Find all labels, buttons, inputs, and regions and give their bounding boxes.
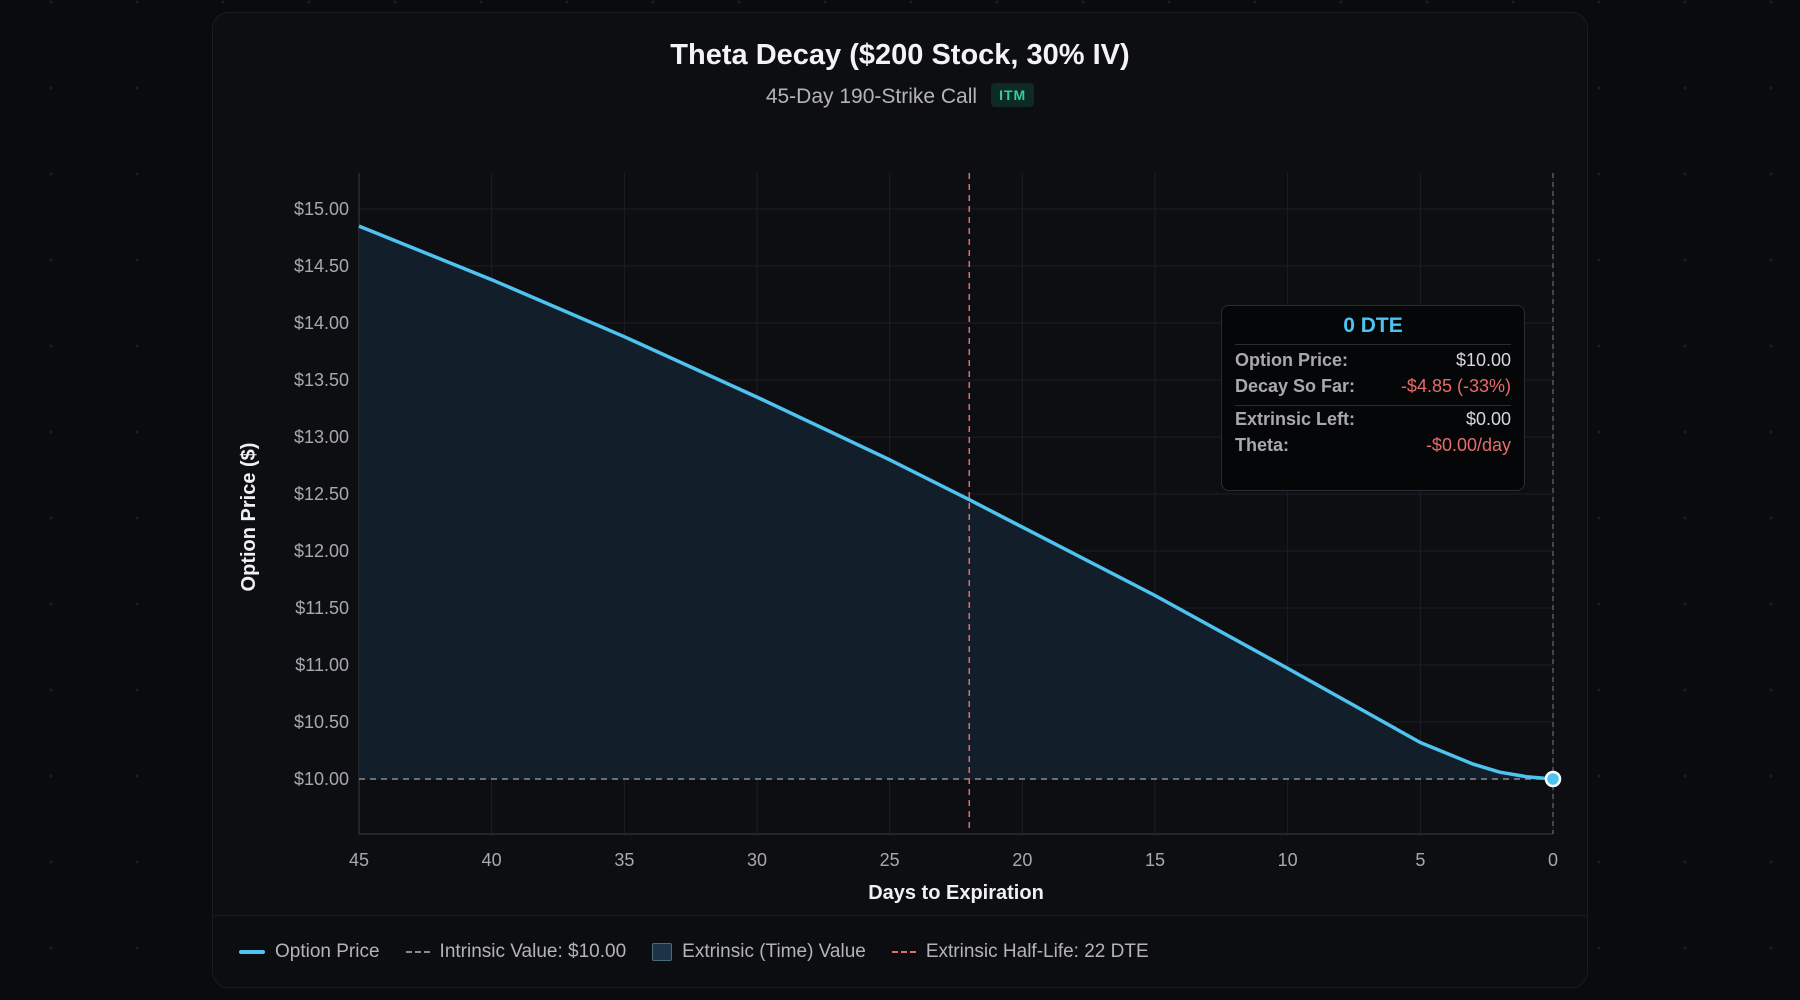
- tooltip-title: 0 DTE: [1235, 314, 1511, 345]
- x-tick-label: 20: [1012, 850, 1032, 870]
- legend-label: Extrinsic (Time) Value: [682, 941, 866, 962]
- y-tick-label: $13.00: [294, 427, 349, 447]
- y-axis-label: Option Price ($): [238, 443, 260, 592]
- y-tick-label: $14.00: [294, 313, 349, 333]
- plot-area[interactable]: 45 40 35 30 25 20 15 10 5 0 $10.00 $10.50 $11.00 $11.…: [213, 13, 1587, 987]
- tooltip-value: -$4.85 (-33%): [1400, 376, 1511, 396]
- itm-badge: ITM: [991, 83, 1035, 107]
- x-tick-label: 0: [1548, 850, 1558, 870]
- y-tick-label: $11.00: [295, 655, 349, 675]
- y-tick-label: $10.00: [294, 769, 349, 789]
- y-tick-label: $14.50: [294, 256, 349, 276]
- tooltip-value: $10.00: [1455, 350, 1511, 370]
- tooltip-row: Decay So Far: -$4.85 (-33%): [1235, 376, 1511, 397]
- x-tick-label: 5: [1415, 850, 1425, 870]
- tooltip-label: Theta:: [1235, 435, 1289, 455]
- x-tick-label: 15: [1145, 850, 1165, 870]
- tooltip-label: Extrinsic Left:: [1235, 409, 1356, 429]
- legend-item-half-life[interactable]: Extrinsic Half-Life: 22 DTE: [891, 941, 1149, 963]
- x-tick-label: 45: [349, 850, 369, 870]
- line-swatch-icon: [239, 950, 265, 954]
- extrinsic-value-area: [359, 226, 1553, 780]
- y-tick-label: $12.50: [294, 484, 349, 504]
- x-tick-label: 40: [482, 850, 502, 870]
- option-price-line: [358, 224, 1554, 781]
- legend-label: Intrinsic Value: $10.00: [439, 941, 627, 962]
- tooltip-value: -$0.00/day: [1425, 435, 1511, 455]
- y-tick-label: $10.50: [294, 712, 349, 732]
- tooltip-label: Option Price:: [1235, 350, 1349, 370]
- legend: Option Price Intrinsic Value: $10.00 Ext…: [213, 915, 1587, 987]
- hover-tooltip: 0 DTE Option Price: $10.00 Decay So Far: -…: [1221, 305, 1525, 491]
- chart-subtitle: 45-Day 190-Strike Call ITM: [213, 83, 1587, 109]
- tooltip-row: Extrinsic Left: $0.00: [1235, 405, 1511, 430]
- y-tick-label: $11.50: [295, 598, 349, 618]
- subtitle-text: 45-Day 190-Strike Call: [765, 85, 978, 108]
- x-tick-label: 10: [1278, 850, 1298, 870]
- x-axis-label: Days to Expiration: [868, 882, 1044, 904]
- legend-item-option-price[interactable]: Option Price: [239, 941, 380, 963]
- y-tick-label: $13.50: [294, 370, 349, 390]
- x-tick-label: 35: [614, 850, 634, 870]
- red-dash-swatch-icon: [891, 951, 916, 953]
- tooltip-value: $0.00: [1465, 409, 1511, 429]
- tooltip-label: Decay So Far:: [1235, 376, 1356, 396]
- x-tick-label: 30: [747, 850, 767, 870]
- tooltip-row: Option Price: $10.00: [1235, 350, 1511, 371]
- hover-point: [1544, 770, 1562, 788]
- x-tick-label: 25: [880, 850, 900, 870]
- tooltip-row: Theta: -$0.00/day: [1235, 435, 1511, 456]
- legend-item-intrinsic[interactable]: Intrinsic Value: $10.00: [405, 941, 627, 963]
- y-tick-label: $12.00: [294, 541, 349, 561]
- legend-label: Option Price: [275, 941, 380, 962]
- box-swatch-icon: [652, 943, 673, 961]
- chart-card: Theta Decay ($200 Stock, 30% IV) 45-Day …: [212, 12, 1588, 988]
- dash-swatch-icon: [405, 951, 430, 953]
- y-tick-label: $15.00: [294, 199, 349, 219]
- legend-item-extrinsic[interactable]: Extrinsic (Time) Value: [652, 941, 866, 963]
- chart-title: Theta Decay ($200 Stock, 30% IV): [670, 39, 1130, 71]
- legend-label: Extrinsic Half-Life: 22 DTE: [925, 941, 1149, 962]
